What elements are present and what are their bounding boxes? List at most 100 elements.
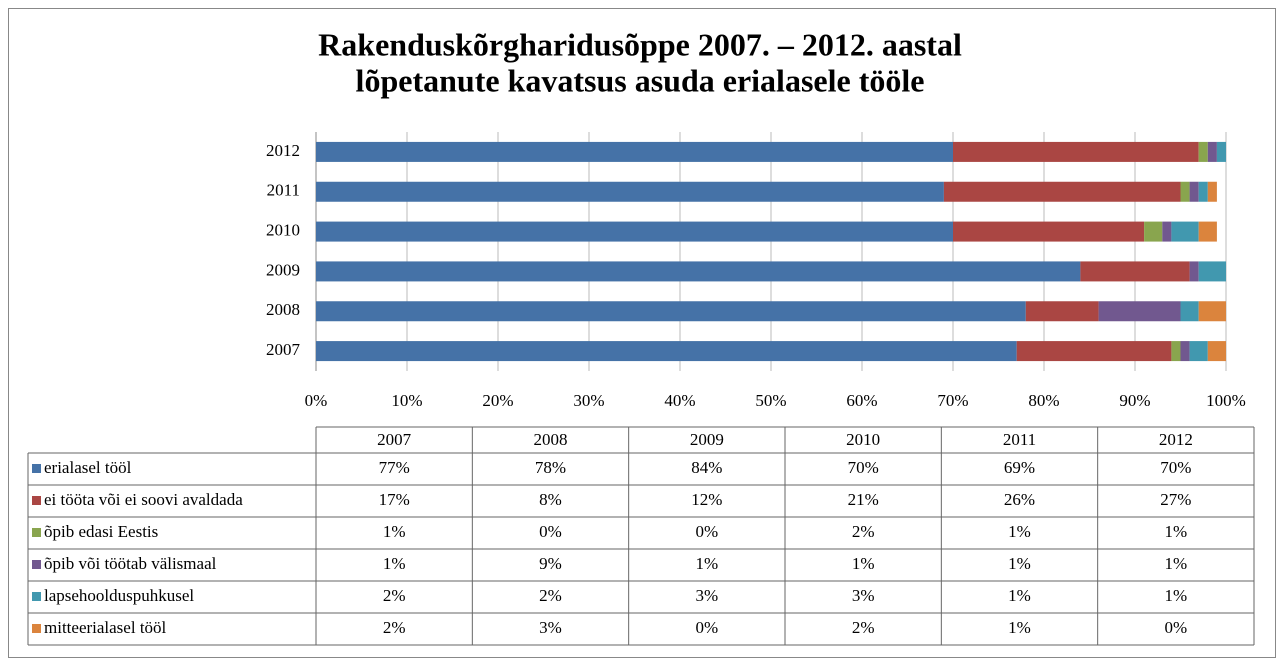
- table-cell: 1%: [695, 554, 718, 573]
- legend-label: ei tööta või ei soovi avaldada: [44, 490, 243, 509]
- x-tick-label: 20%: [482, 391, 513, 410]
- table-cell: 78%: [535, 458, 566, 477]
- bar-segment: [1198, 261, 1226, 282]
- bar-segment: [316, 261, 1081, 282]
- x-tick-label: 80%: [1028, 391, 1059, 410]
- table-cell: 0%: [695, 618, 718, 637]
- table-cell: 70%: [848, 458, 879, 477]
- bar-segment: [1207, 141, 1217, 162]
- bar-segment: [1189, 341, 1208, 362]
- bar-segment: [1025, 301, 1099, 322]
- table-cell: 1%: [1008, 618, 1031, 637]
- table-cell: 27%: [1160, 490, 1191, 509]
- bar-segment: [1207, 181, 1217, 202]
- bar-segment: [1171, 341, 1181, 362]
- bar-segment: [1180, 181, 1190, 202]
- bar-segment: [1180, 341, 1190, 362]
- table-cell: 2%: [383, 618, 406, 637]
- chart-title: lõpetanute kavatsus asuda erialasele töö…: [356, 62, 925, 98]
- table-cell: 1%: [383, 522, 406, 541]
- legend-key: [32, 624, 41, 633]
- bar-segment: [1189, 181, 1199, 202]
- bar-segment: [316, 341, 1017, 362]
- x-tick-label: 100%: [1206, 391, 1246, 410]
- table-cell: 0%: [695, 522, 718, 541]
- table-cell: 1%: [1008, 554, 1031, 573]
- table-header: 2007: [377, 430, 412, 449]
- table-header: 2010: [846, 430, 880, 449]
- x-tick-label: 50%: [755, 391, 786, 410]
- legend-label: erialasel tööl: [44, 458, 132, 477]
- bar-segment: [953, 221, 1145, 242]
- bar-segment: [1198, 141, 1208, 162]
- table-cell: 0%: [1164, 618, 1187, 637]
- table-cell: 9%: [539, 554, 562, 573]
- legend-key: [32, 528, 41, 537]
- bar-segment: [316, 181, 944, 202]
- bar-segment: [1144, 221, 1163, 242]
- bar-segment: [953, 141, 1199, 162]
- bar-segment: [1198, 181, 1208, 202]
- y-tick-label: 2012: [266, 141, 300, 160]
- table-cell: 69%: [1004, 458, 1035, 477]
- bar-segment: [1080, 261, 1190, 282]
- x-tick-label: 10%: [391, 391, 422, 410]
- bar-segment: [316, 221, 953, 242]
- bar-segment: [943, 181, 1181, 202]
- bar-segment: [1189, 261, 1199, 282]
- bar-segment: [1162, 221, 1172, 242]
- bar-segment: [1198, 301, 1226, 322]
- x-tick-label: 90%: [1119, 391, 1150, 410]
- table-cell: 2%: [852, 522, 875, 541]
- table-cell: 77%: [379, 458, 410, 477]
- table-cell: 3%: [852, 586, 875, 605]
- table-header: 2008: [534, 430, 568, 449]
- table-cell: 2%: [383, 586, 406, 605]
- table-cell: 1%: [1164, 586, 1187, 605]
- y-tick-label: 2010: [266, 220, 300, 239]
- y-tick-label: 2008: [266, 300, 300, 319]
- legend-label: mitteerialasel tööl: [44, 618, 167, 637]
- legend-label: õpib või töötab välismaal: [44, 554, 217, 573]
- legend-key: [32, 592, 41, 601]
- y-tick-label: 2009: [266, 260, 300, 279]
- table-cell: 17%: [379, 490, 410, 509]
- table-cell: 21%: [848, 490, 879, 509]
- table-cell: 3%: [695, 586, 718, 605]
- chart-title: Rakenduskõrgharidusõppe 2007. – 2012. aa…: [318, 26, 962, 62]
- bar-segment: [316, 301, 1026, 322]
- table-cell: 1%: [1164, 522, 1187, 541]
- table-cell: 84%: [691, 458, 722, 477]
- bar-segment: [1198, 221, 1217, 242]
- table-header: 2011: [1003, 430, 1036, 449]
- table-cell: 26%: [1004, 490, 1035, 509]
- table-cell: 1%: [1008, 586, 1031, 605]
- x-tick-label: 60%: [846, 391, 877, 410]
- x-tick-label: 70%: [937, 391, 968, 410]
- table-cell: 1%: [1164, 554, 1187, 573]
- legend-label: lapsehoolduspuhkusel: [44, 586, 194, 605]
- table-cell: 2%: [539, 586, 562, 605]
- x-tick-label: 30%: [573, 391, 604, 410]
- bar-segment: [1180, 301, 1199, 322]
- y-tick-label: 2011: [267, 181, 300, 200]
- y-tick-label: 2007: [266, 340, 301, 359]
- table-header: 2009: [690, 430, 724, 449]
- table-cell: 12%: [691, 490, 722, 509]
- legend-label: õpib edasi Eestis: [44, 522, 158, 541]
- bar-segment: [1171, 221, 1199, 242]
- table-cell: 70%: [1160, 458, 1191, 477]
- bar-segment: [1016, 341, 1172, 362]
- bar-segment: [1098, 301, 1181, 322]
- bar-segment: [316, 141, 953, 162]
- table-cell: 1%: [1008, 522, 1031, 541]
- table-header: 2012: [1159, 430, 1193, 449]
- bar-segment: [1207, 341, 1226, 362]
- legend-key: [32, 560, 41, 569]
- table-cell: 2%: [852, 618, 875, 637]
- table-cell: 1%: [383, 554, 406, 573]
- x-tick-label: 40%: [664, 391, 695, 410]
- legend-key: [32, 464, 41, 473]
